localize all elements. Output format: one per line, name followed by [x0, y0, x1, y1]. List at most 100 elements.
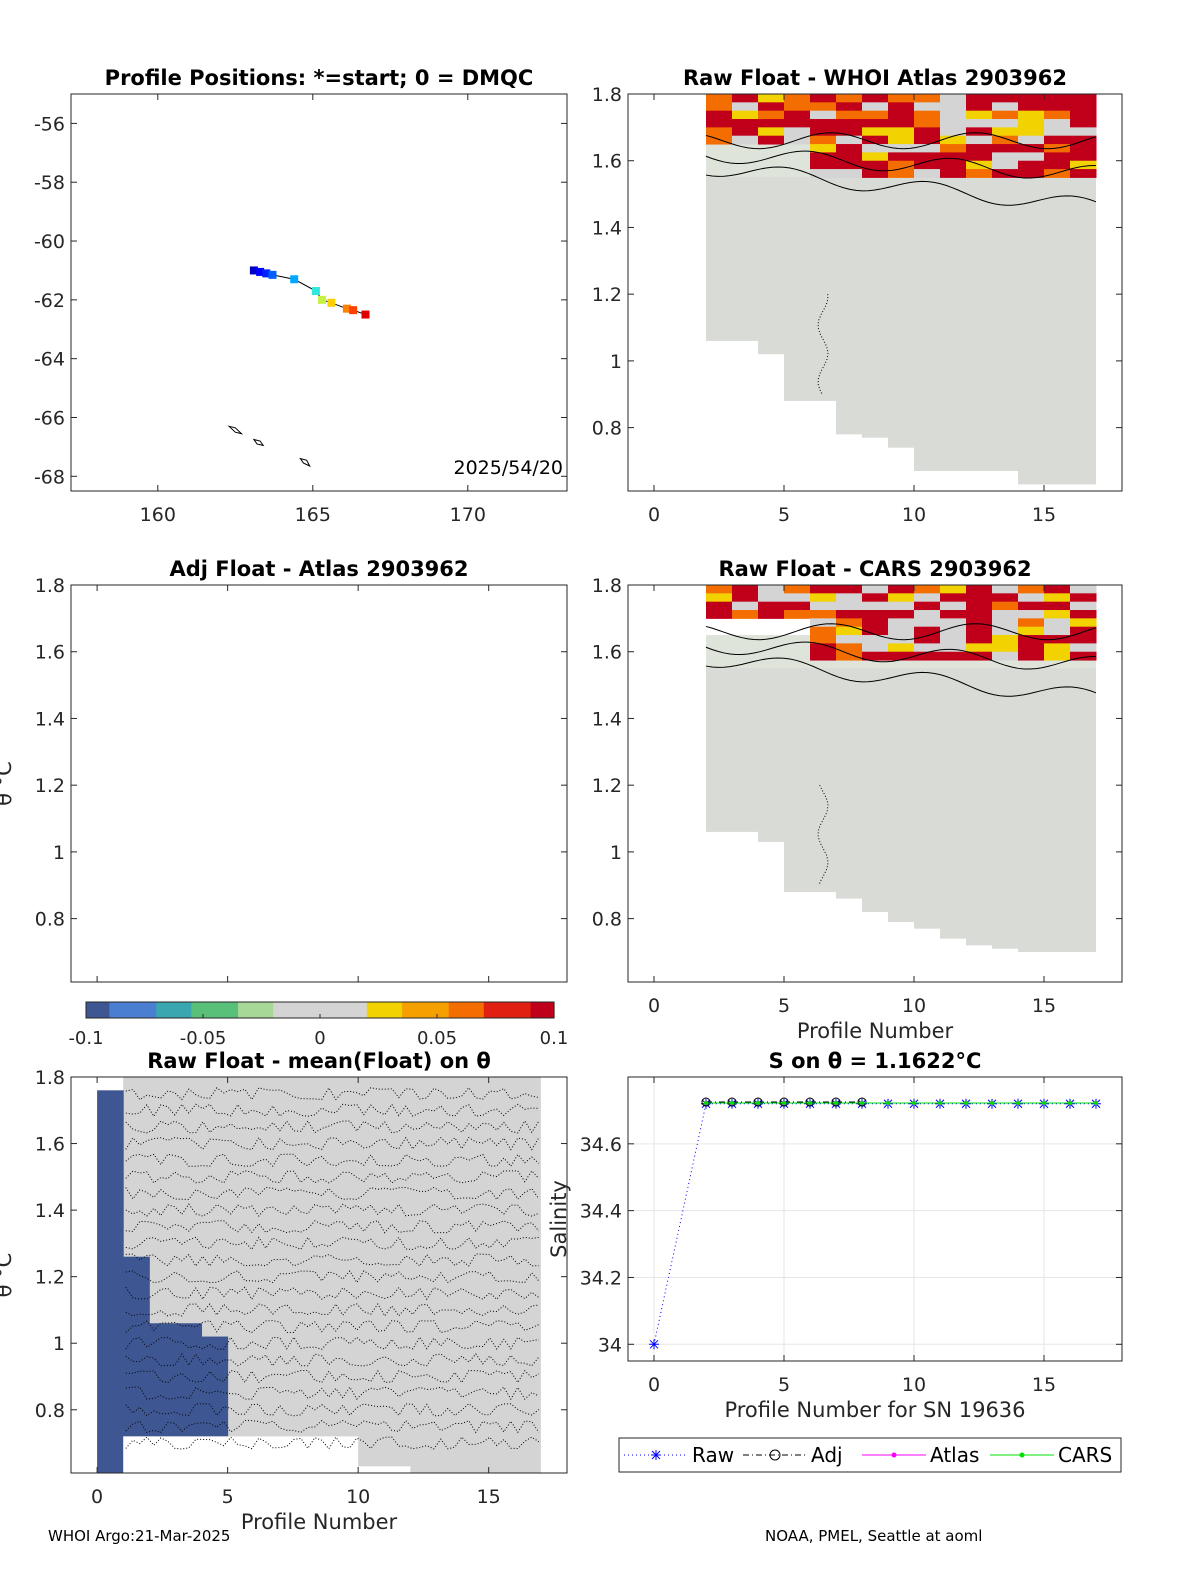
dotted-contour	[125, 1253, 539, 1267]
heatmap-cell	[992, 152, 1019, 162]
heatmap-cell	[888, 152, 915, 162]
heatmap-cell	[706, 585, 733, 594]
colorbar-swatch	[167, 1002, 181, 1018]
series-point-cars	[1068, 1101, 1072, 1106]
heatmap-cell	[862, 651, 889, 661]
x-tick-label: 165	[295, 504, 331, 526]
series-point-cars	[1094, 1101, 1098, 1106]
heatmap-cell	[784, 585, 811, 594]
heatmap-cell	[1044, 160, 1071, 170]
heatmap-cell	[836, 135, 863, 145]
heatmap-cell	[914, 651, 941, 661]
colorbar-swatch	[366, 1002, 380, 1018]
profile-position-marker	[342, 304, 351, 313]
heatmap-cell	[888, 610, 915, 619]
series-point-raw	[649, 1339, 659, 1350]
heatmap-cell	[914, 160, 941, 170]
legend-label-cars: CARS	[1058, 1443, 1112, 1467]
colorbar-swatch	[156, 1002, 169, 1018]
profile-position-marker	[268, 270, 277, 279]
x-tick-label: 15	[1032, 504, 1056, 526]
heatmap-cell	[1044, 618, 1071, 628]
heatmap-cell	[862, 127, 889, 137]
profile-position-marker	[349, 306, 358, 315]
series-point-cars	[964, 1101, 968, 1106]
chart-title: Raw Float - WHOI Atlas 2903962	[683, 66, 1067, 90]
heatmap-cell	[914, 102, 941, 112]
heatmap-cell	[836, 593, 863, 603]
y-tick-label: -64	[34, 349, 65, 371]
heatmap-cell	[175, 1323, 203, 1437]
heatmap-cell	[836, 169, 863, 178]
axes-frame	[627, 1076, 1123, 1362]
y-tick-label: 34.4	[580, 1201, 622, 1223]
heatmap-cell	[966, 177, 992, 471]
colorbar-swatch	[203, 1002, 216, 1018]
heatmap-cell	[992, 94, 1019, 103]
chart-title: Adj Float - Atlas 2903962	[169, 557, 468, 581]
series-point-adj	[831, 1097, 841, 1107]
heatmap-cell	[1070, 135, 1097, 145]
heatmap-cell	[1018, 668, 1044, 952]
legend: Raw Adj Atlas CARS	[618, 1437, 1122, 1473]
colorbar-swatch	[249, 1002, 263, 1018]
x-axis-label: Profile Number	[797, 1019, 954, 1043]
y-tick-label: -68	[34, 466, 65, 488]
heatmap-cell	[940, 169, 967, 178]
heatmap-cell	[1044, 135, 1071, 145]
colorbar-swatch	[518, 1002, 532, 1018]
colorbar-swatch	[238, 1002, 251, 1018]
heatmap-cell	[784, 102, 811, 112]
heatmap-cell	[888, 618, 915, 628]
heatmap-cell	[810, 160, 837, 170]
heatmap-cell	[1018, 610, 1045, 619]
y-tick-label: 1.6	[592, 151, 622, 173]
axes-frame	[70, 584, 568, 983]
legend-marker-adj	[769, 1449, 781, 1461]
legend-marker-atlas	[891, 1452, 897, 1458]
heatmap-cell	[914, 585, 941, 594]
heatmap-cell	[836, 651, 863, 661]
heatmap-cell	[862, 160, 889, 170]
heatmap-cell	[836, 618, 863, 628]
heatmap-cell	[1044, 110, 1071, 120]
colorbar-swatch	[284, 1002, 298, 1018]
heatmap-cell	[862, 585, 889, 594]
y-tick-label: 1	[610, 351, 622, 373]
axes-frame	[70, 93, 568, 492]
heatmap-cell	[888, 169, 915, 178]
series-point-cars	[808, 1101, 812, 1106]
heatmap-cell	[706, 593, 733, 603]
heatmap-cell	[966, 169, 993, 178]
raw_whoi-heatmap	[705, 94, 1097, 485]
coastline	[227, 425, 244, 435]
heatmap-cell	[836, 160, 863, 170]
heatmap-cell	[836, 119, 863, 128]
series-point-adj	[779, 1097, 789, 1107]
heatmap-cell	[940, 160, 967, 170]
heatmap-cell	[862, 102, 889, 112]
heatmap-cell	[914, 601, 941, 611]
heatmap-cell	[940, 585, 967, 594]
heatmap-cell	[1044, 152, 1071, 162]
heatmap-cell	[1070, 119, 1097, 128]
heatmap-cell	[1044, 177, 1070, 485]
heatmap-cell	[888, 593, 915, 603]
legend-label-atlas: Atlas	[930, 1443, 979, 1467]
heatmap-cell	[862, 601, 889, 611]
y-tick-label: 1.6	[592, 642, 622, 664]
heatmap-cell	[992, 135, 1019, 145]
series-point-adj	[857, 1097, 867, 1107]
heatmap-cell	[758, 119, 785, 128]
heatmap-cell	[966, 135, 993, 145]
positions-plot: 2025/54/20	[227, 266, 563, 479]
heatmap-cell	[810, 169, 837, 178]
y-tick-label: 0.8	[592, 909, 622, 931]
dotted-contour	[125, 1286, 540, 1301]
heatmap-cell	[810, 601, 837, 611]
x-tick-label: 5	[778, 504, 790, 526]
heatmap-cell	[836, 177, 862, 435]
y-tick-label: 1.4	[592, 708, 622, 730]
x-tick-label: 10	[902, 995, 926, 1017]
salinity-plot	[628, 1077, 1122, 1361]
